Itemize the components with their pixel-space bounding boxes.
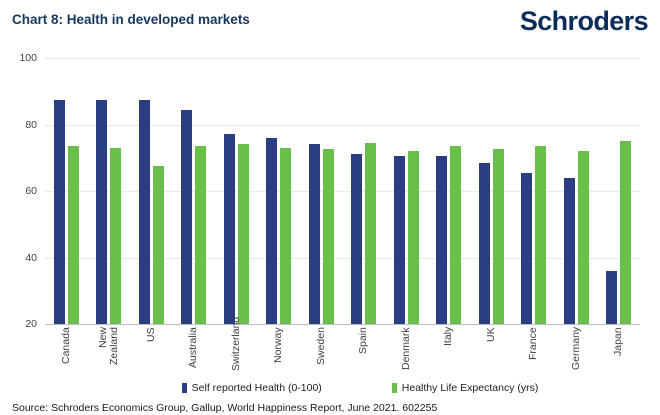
bar-self-reported-health-0-100-switzerland [223,134,235,324]
x-axis-line [45,324,640,325]
x-axis-labels: Canada New Zealand US Australia Switzerland N… [45,316,641,381]
bar-group-new-zealand [88,99,131,324]
bar-healthy-life-expectancy-yrs-denmark [407,151,419,324]
bar-self-reported-health-0-100-new-zealand [96,99,108,324]
bar-self-reported-health-0-100-uk [478,162,490,324]
bar-group-france [513,146,556,324]
bar-self-reported-health-0-100-australia [181,109,193,324]
bar-group-australia [173,109,216,324]
x-tick-label-australia: Australia [187,327,200,368]
bar-self-reported-health-0-100-germany [563,177,575,324]
x-label-cell-us: US [130,327,173,381]
bar-healthy-life-expectancy-yrs-japan [620,141,632,324]
bar-self-reported-health-0-100-canada [53,99,65,324]
legend-marker-icon-healthy-life-expectancy-yrs [391,383,397,393]
gridline-40 [45,257,640,259]
bar-healthy-life-expectancy-yrs-spain [365,142,377,324]
x-label-cell-germany: Germany [555,327,598,381]
legend-marker-icon-self-reported-health-0-100 [181,383,187,393]
x-tick-label-norway: Norway [272,327,285,363]
schroders-logo: Schroders [519,6,649,36]
bar-group-sweden [300,144,343,324]
x-label-cell-denmark: Denmark [385,327,428,381]
y-tick-label-20: 20 [25,318,37,330]
bar-healthy-life-expectancy-yrs-france [535,146,547,324]
x-label-cell-norway: Norway [258,327,301,381]
bar-self-reported-health-0-100-us [138,99,150,324]
bar-self-reported-health-0-100-france [521,172,533,324]
source-note: Source: Schroders Economics Group, Gallu… [12,402,438,414]
y-tick-label-100: 100 [19,52,37,64]
y-tick-label-60: 60 [25,185,37,197]
bar-group-switzerland [215,134,258,324]
bar-group-uk [470,149,513,324]
x-tick-label-canada: Canada [59,327,72,364]
x-tick-label-denmark: Denmark [399,327,412,370]
bar-healthy-life-expectancy-yrs-germany [577,151,589,324]
x-label-cell-italy: Italy [428,327,471,381]
x-tick-label-france: France [527,327,540,360]
chart-title: Chart 8: Health in developed markets [12,12,250,27]
bar-group-norway [258,137,301,324]
x-label-cell-japan: Japan [598,327,641,381]
gridline-100 [45,58,640,59]
plot-area: 20 40 60 80 100 [19,52,640,330]
bar-self-reported-health-0-100-japan [606,270,618,324]
y-tick-label-80: 80 [25,118,37,131]
x-tick-label-uk: UK [484,327,497,342]
x-label-cell-new-zealand: New Zealand [88,327,131,381]
x-tick-label-new-zealand: New Zealand [96,327,120,365]
legend: Self reported Health (0-100) Healthy Life… [60,381,660,395]
bar-healthy-life-expectancy-yrs-italy [450,146,462,324]
x-label-cell-canada: Canada [45,327,88,381]
gridline-80 [45,124,640,126]
x-tick-label-italy: Italy [442,327,455,347]
bar-healthy-life-expectancy-yrs-us [152,166,164,324]
x-label-cell-sweden: Sweden [300,327,343,381]
x-label-cell-uk: UK [470,327,513,381]
header: Chart 8: Health in developed markets Sch… [0,0,660,38]
bar-group-denmark [385,151,428,324]
bar-groups [45,58,640,324]
bar-healthy-life-expectancy-yrs-new-zealand [110,147,122,324]
x-label-cell-switzerland: Switzerland [215,316,258,381]
bar-healthy-life-expectancy-yrs-uk [492,149,504,324]
legend-label: Healthy Life Expectancy (yrs) [401,382,539,394]
x-label-cell-australia: Australia [173,327,216,381]
bar-group-italy [428,146,471,324]
bar-healthy-life-expectancy-yrs-switzerland [237,144,249,324]
x-tick-label-switzerland: Switzerland [229,316,242,371]
bar-group-germany [555,151,598,324]
bar-healthy-life-expectancy-yrs-australia [195,146,207,324]
bar-group-japan [598,141,641,324]
bar-self-reported-health-0-100-sweden [308,144,320,324]
x-tick-label-japan: Japan [612,327,625,356]
gridline-60 [45,191,640,192]
legend-item-healthy-life-expectancy-yrs: Healthy Life Expectancy (yrs) [391,382,539,394]
bar-healthy-life-expectancy-yrs-norway [280,147,292,324]
bar-healthy-life-expectancy-yrs-sweden [322,149,334,324]
bar-self-reported-health-0-100-italy [436,156,448,324]
x-label-cell-france: France [513,327,556,381]
bar-group-us [130,99,173,324]
bar-self-reported-health-0-100-norway [266,137,278,324]
x-label-cell-spain: Spain [343,327,386,381]
bar-self-reported-health-0-100-spain [351,154,363,324]
y-tick-label-40: 40 [25,251,37,264]
x-tick-label-spain: Spain [357,327,370,354]
legend-item-self-reported-health-0-100: Self reported Health (0-100) [181,382,322,394]
legend-label: Self reported Health (0-100) [191,382,322,394]
x-tick-label-sweden: Sweden [314,327,327,365]
bar-group-spain [343,142,386,324]
bar-self-reported-health-0-100-denmark [393,156,405,324]
bar-healthy-life-expectancy-yrs-canada [67,146,79,324]
bar-group-canada [45,99,88,324]
x-tick-label-germany: Germany [569,327,582,371]
x-tick-label-us: US [144,327,157,342]
